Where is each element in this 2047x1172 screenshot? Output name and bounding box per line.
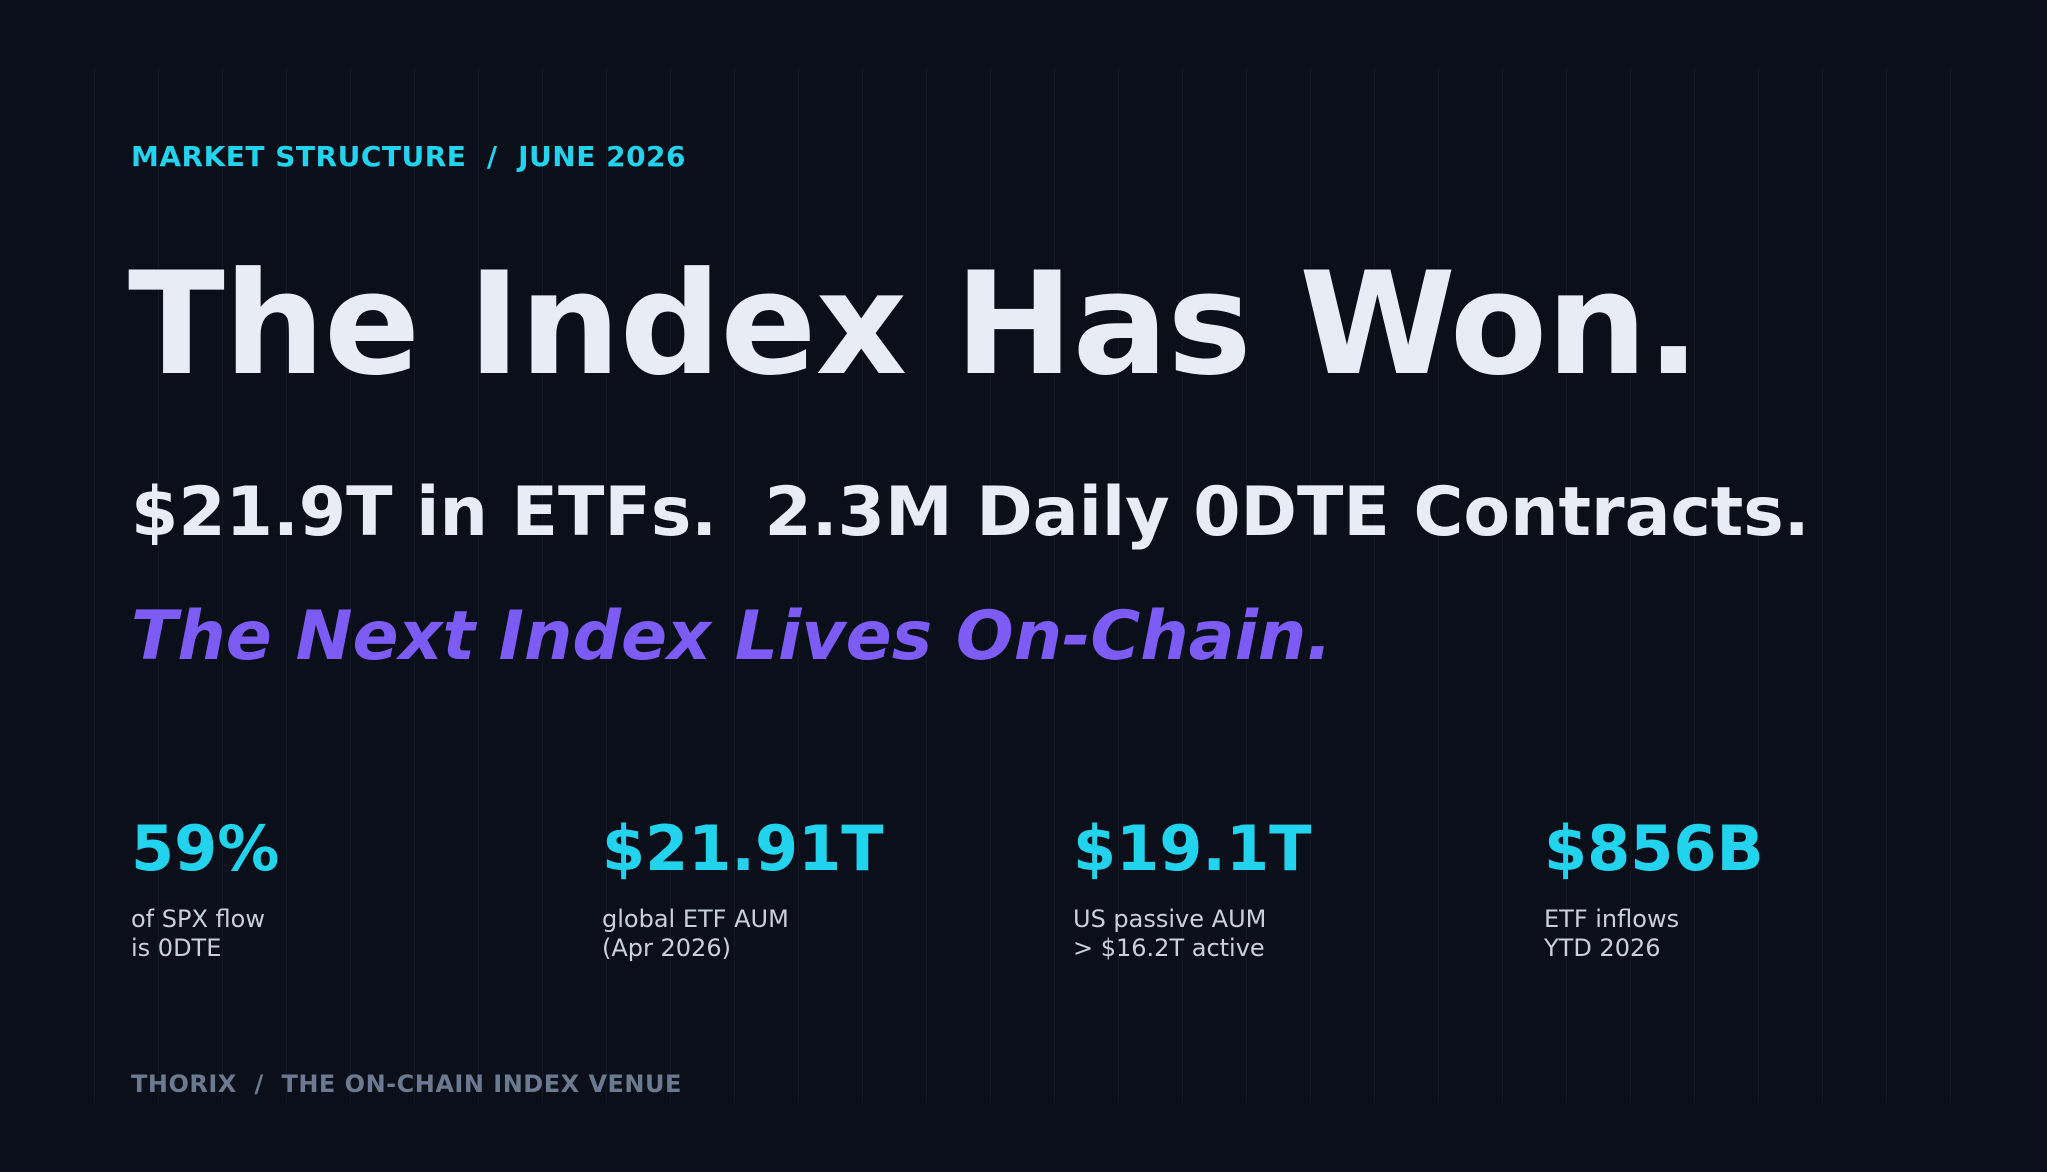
eyebrow: MARKET STRUCTURE / JUNE 2026 (131, 140, 687, 173)
headline: The Index Has Won. (128, 242, 1700, 407)
stat-label: > $16.2T active (1073, 934, 1265, 962)
stat-label: of SPX flow (131, 905, 265, 933)
stat-label: YTD 2026 (1544, 934, 1661, 962)
stat-label: is 0DTE (131, 934, 222, 962)
stat-label: global ETF AUM (602, 905, 789, 933)
stat-label: ETF inflows (1544, 905, 1680, 933)
stat-value: $856B (1544, 812, 1764, 885)
stat-value: 59% (131, 812, 280, 885)
stat-value: $21.91T (602, 812, 884, 885)
stat-value: $19.1T (1073, 812, 1312, 885)
stat-label: (Apr 2026) (602, 934, 731, 962)
stat-label: US passive AUM (1073, 905, 1267, 933)
tagline: The Next Index Lives On-Chain. (131, 597, 1333, 676)
subtitle: $21.9T in ETFs. 2.3M Daily 0DTE Contract… (131, 473, 1810, 552)
background-grid (94, 68, 1964, 1103)
footer: THORIX / THE ON-CHAIN INDEX VENUE (131, 1070, 682, 1098)
